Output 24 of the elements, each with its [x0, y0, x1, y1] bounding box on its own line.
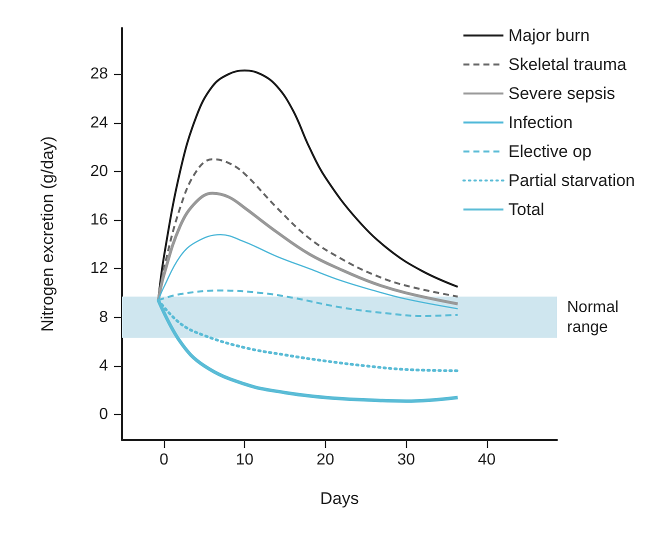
- x-tick-label: 10: [236, 452, 254, 468]
- line-series: [156, 192, 460, 306]
- x-tick-label: 40: [478, 452, 496, 468]
- legend-label: Major burn: [508, 26, 590, 45]
- y-tick-label: 20: [90, 162, 108, 180]
- x-tick-label: 20: [316, 452, 334, 468]
- y-axis-title: Nitrogen excretion (g/day): [38, 136, 57, 332]
- legend-label: Infection: [508, 113, 573, 132]
- x-axis-title: Days: [320, 489, 359, 508]
- y-tick-label: 12: [90, 260, 108, 278]
- y-tick-label: 8: [99, 308, 108, 326]
- legend-label: Elective op: [508, 142, 592, 161]
- y-tick-label: 0: [99, 406, 108, 423]
- y-tick-label: 28: [90, 66, 108, 83]
- y-tick-label: 4: [99, 357, 108, 374]
- y-tick-label: 24: [90, 114, 108, 132]
- legend-label: Severe sepsis: [508, 84, 616, 103]
- band-label: Normal range: [567, 298, 624, 336]
- x-tick-label: 30: [397, 452, 416, 468]
- legend-label: Partial starvation: [508, 171, 636, 190]
- legend-label: Total: [508, 200, 544, 219]
- legend-label: Skeletal trauma: [508, 55, 628, 74]
- x-tick-label: 0: [160, 452, 169, 468]
- y-tick-label: 16: [90, 212, 108, 229]
